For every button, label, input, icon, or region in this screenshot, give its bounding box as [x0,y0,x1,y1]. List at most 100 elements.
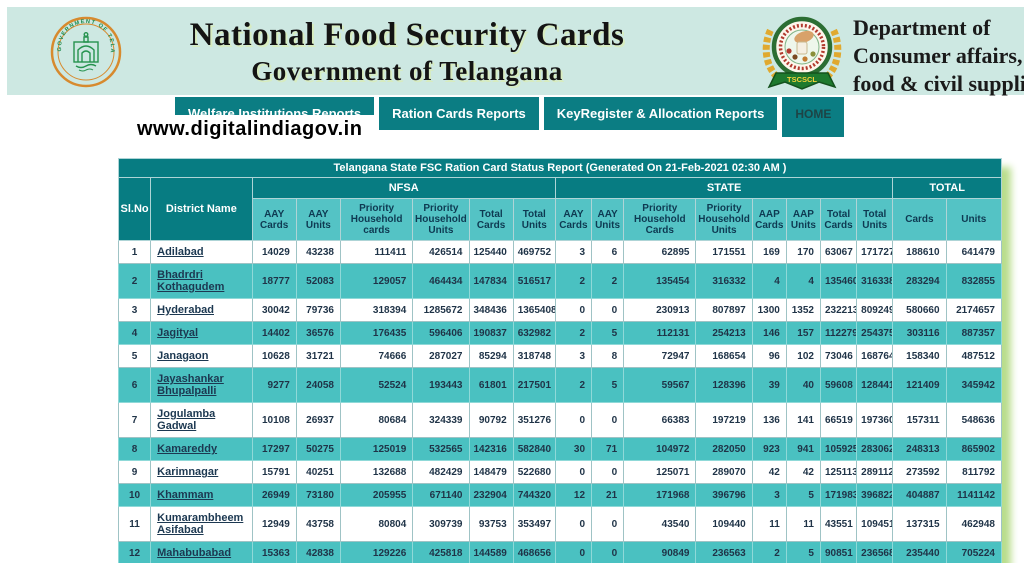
value-cell: 254375 [856,321,894,345]
value-cell: 1285672 [412,298,470,322]
district-link[interactable]: Karimnagar [157,466,219,478]
value-cell: 125071 [623,460,697,484]
column-header: Cards [892,198,947,241]
value-cell: 1365408 [512,298,556,322]
value-cell: 2174657 [945,298,1003,322]
value-cell: 205955 [339,483,414,507]
value-cell: 171551 [695,240,753,264]
value-cell: 14029 [251,240,297,264]
value-cell: 582840 [512,437,556,461]
value-cell: 129057 [339,263,414,299]
table-body: 1 Adilabad 14029 43238 111411 426514 125… [117,240,1003,563]
value-cell: 90792 [468,402,514,438]
nav-keyregister-allocation-reports[interactable]: KeyRegister & Allocation Reports [543,97,778,130]
value-cell: 9277 [251,367,297,403]
slno-cell: 8 [117,437,152,461]
value-cell: 316338 [856,263,894,299]
value-cell: 168654 [695,344,753,368]
value-cell: 235440 [892,541,947,563]
table-row: 6 Jayashankar Bhupalpalli 9277 24058 525… [117,367,1003,403]
district-cell: Karimnagar [150,460,253,484]
value-cell: 39 [751,367,787,403]
value-cell: 30 [554,437,593,461]
value-cell: 24058 [295,367,341,403]
value-cell: 171727 [856,240,894,264]
value-cell: 144589 [468,541,514,563]
district-link[interactable]: Adilabad [157,246,204,258]
district-link[interactable]: Jayashankar Bhupalpalli [157,373,224,397]
district-link[interactable]: Hyderabad [157,304,214,316]
value-cell: 96 [751,344,787,368]
value-cell: 744320 [512,483,556,507]
value-cell: 0 [554,298,593,322]
value-cell: 0 [554,460,593,484]
value-cell: 141 [785,402,821,438]
value-cell: 807897 [695,298,753,322]
value-cell: 43758 [295,506,341,542]
column-header: Priority Household cards [339,198,414,241]
value-cell: 0 [554,402,593,438]
district-link[interactable]: Jagityal [157,327,199,339]
value-cell: 197360 [856,402,894,438]
district-cell: Hyderabad [150,298,253,322]
value-cell: 136 [751,402,787,438]
district-link[interactable]: Jogulamba Gadwal [157,408,216,432]
value-cell: 348436 [468,298,514,322]
value-cell: 170 [785,240,821,264]
value-cell: 0 [554,506,593,542]
value-cell: 90851 [819,541,858,563]
table-row: 3 Hyderabad 30042 79736 318394 1285672 3… [117,298,1003,322]
department-text: Department of Consumer affairs, food & c… [853,14,1024,98]
value-cell: 396796 [695,483,753,507]
value-cell: 425818 [412,541,470,563]
nav-home[interactable]: HOME [782,97,845,137]
value-cell: 2 [751,541,787,563]
value-cell: 318394 [339,298,414,322]
tscscl-logo: TSCSCL [762,16,842,90]
district-link[interactable]: Janagaon [157,350,209,362]
table-row: 11 Kumarambheem Asifabad 12949 43758 808… [117,506,1003,542]
value-cell: 109451 [856,506,894,542]
value-cell: 15363 [251,541,297,563]
column-header: Priority Household Cards [623,198,697,241]
value-cell: 73180 [295,483,341,507]
value-cell: 705224 [945,541,1003,563]
value-cell: 3 [554,240,593,264]
value-cell: 43238 [295,240,341,264]
value-cell: 17297 [251,437,297,461]
value-cell: 3 [554,344,593,368]
value-cell: 52524 [339,367,414,403]
department-text-line: food & civil supplies [853,71,1024,96]
value-cell: 157 [785,321,821,345]
value-cell: 42 [751,460,787,484]
value-cell: 158340 [892,344,947,368]
value-cell: 125113 [819,460,858,484]
value-cell: 197219 [695,402,753,438]
column-header: AAY Units [591,198,625,241]
value-cell: 0 [591,460,625,484]
value-cell: 469752 [512,240,556,264]
district-link[interactable]: Kumarambheem Asifabad [157,512,244,536]
value-cell: 353497 [512,506,556,542]
nav-ration-cards-reports[interactable]: Ration Cards Reports [379,97,539,130]
value-cell: 171968 [623,483,697,507]
district-cell: Kumarambheem Asifabad [150,506,253,542]
district-link[interactable]: Mahabubabad [157,547,232,559]
value-cell: 93753 [468,506,514,542]
value-cell: 135460 [819,263,858,299]
district-link[interactable]: Bhadrdri Kothagudem [157,269,225,293]
value-cell: 157311 [892,402,947,438]
department-text-line: Department of [853,15,991,40]
column-header: AAP Cards [751,198,787,241]
district-cell: Adilabad [150,240,253,264]
value-cell: 169 [751,240,787,264]
value-cell: 74666 [339,344,414,368]
value-cell: 303116 [892,321,947,345]
district-link[interactable]: Khammam [157,489,214,501]
value-cell: 273592 [892,460,947,484]
district-link[interactable]: Kamareddy [157,443,218,455]
value-cell: 42838 [295,541,341,563]
value-cell: 59567 [623,367,697,403]
value-cell: 482429 [412,460,470,484]
value-cell: 14402 [251,321,297,345]
